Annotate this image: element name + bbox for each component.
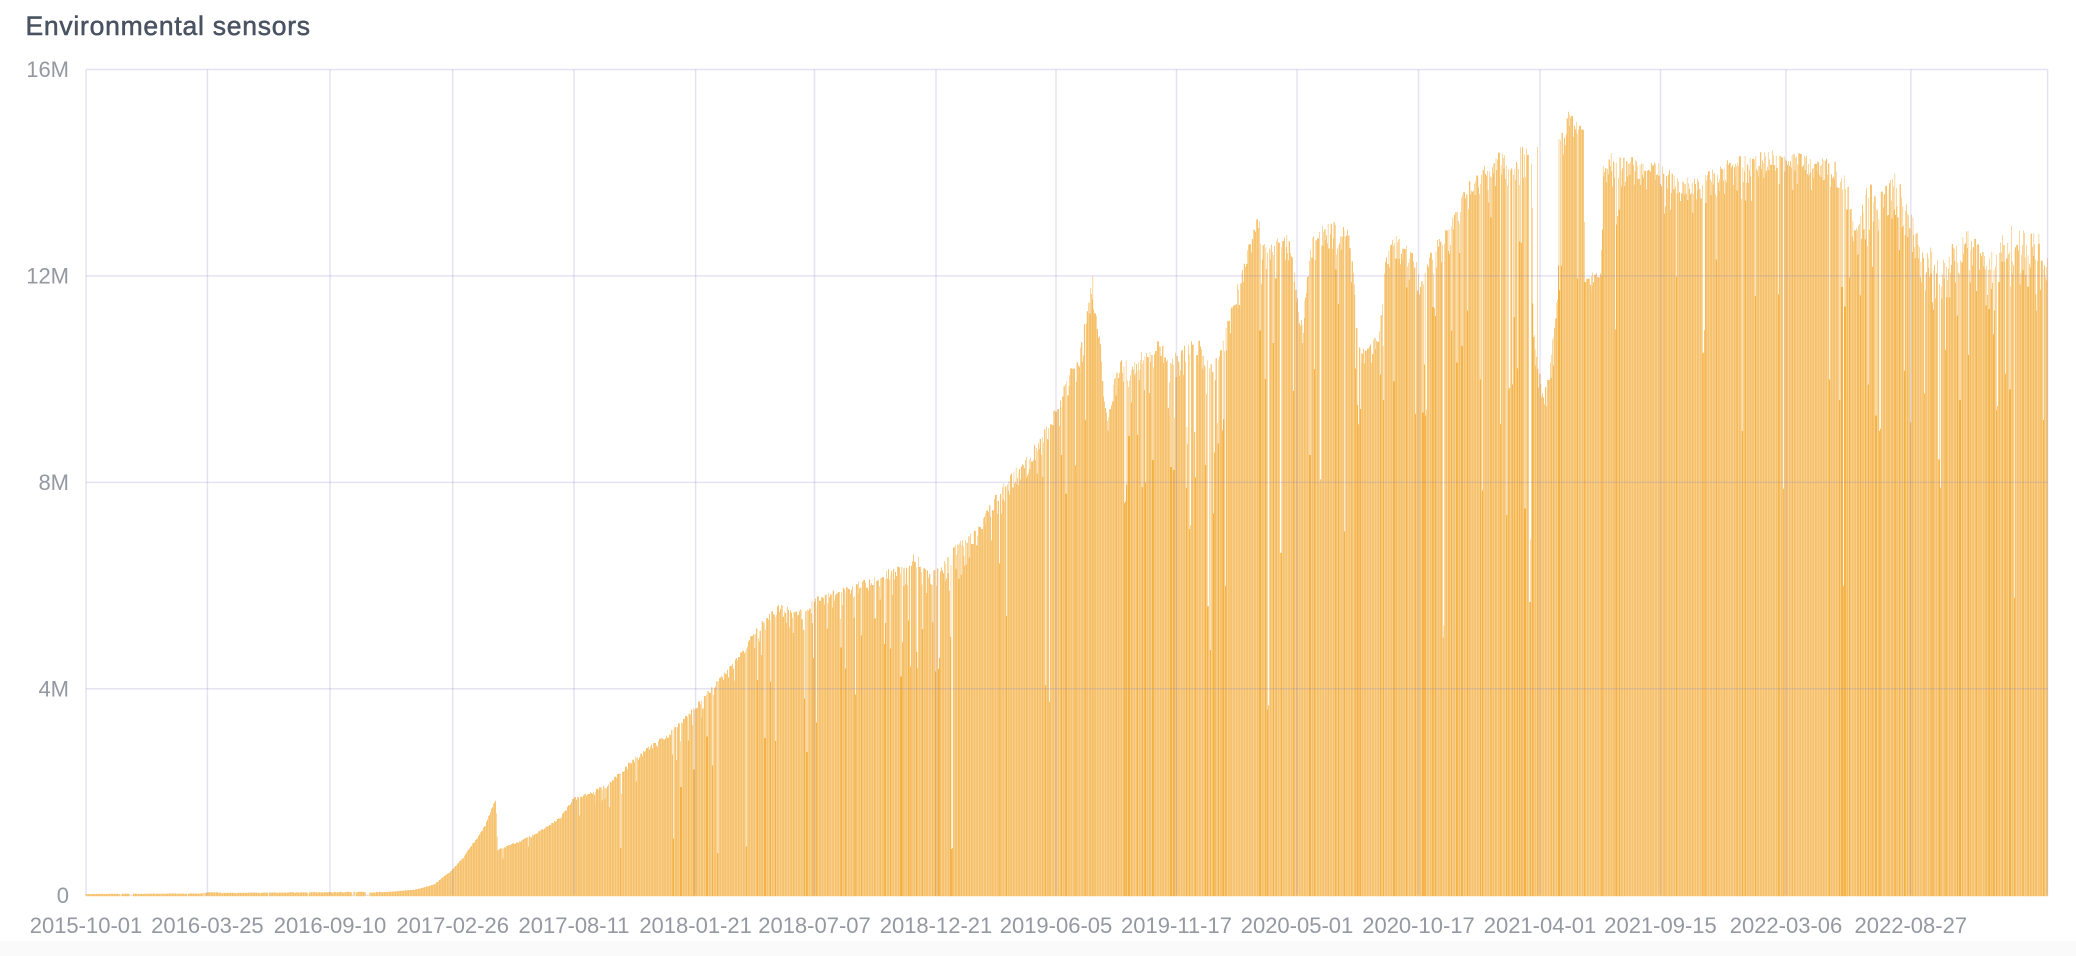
svg-text:2019-11-17: 2019-11-17 bbox=[1121, 913, 1232, 938]
svg-text:2016-03-25: 2016-03-25 bbox=[151, 913, 264, 938]
svg-text:2022-08-27: 2022-08-27 bbox=[1855, 913, 1968, 938]
svg-text:2017-02-26: 2017-02-26 bbox=[396, 913, 509, 938]
svg-text:2020-10-17: 2020-10-17 bbox=[1362, 913, 1475, 938]
svg-text:2018-01-21: 2018-01-21 bbox=[639, 913, 752, 938]
svg-text:Environmental sensors: Environmental sensors bbox=[26, 11, 311, 41]
svg-text:2021-09-15: 2021-09-15 bbox=[1604, 913, 1717, 938]
svg-text:16M: 16M bbox=[26, 57, 69, 82]
svg-text:2017-08-11: 2017-08-11 bbox=[519, 913, 630, 938]
svg-text:2019-06-05: 2019-06-05 bbox=[1000, 913, 1113, 938]
svg-text:2018-12-21: 2018-12-21 bbox=[880, 913, 993, 938]
svg-text:2022-03-06: 2022-03-06 bbox=[1730, 913, 1843, 938]
svg-text:4M: 4M bbox=[38, 676, 69, 701]
svg-text:2020-05-01: 2020-05-01 bbox=[1241, 913, 1354, 938]
svg-text:0: 0 bbox=[57, 883, 69, 908]
svg-text:2018-07-07: 2018-07-07 bbox=[758, 913, 871, 938]
svg-text:2021-04-01: 2021-04-01 bbox=[1484, 913, 1597, 938]
svg-text:12M: 12M bbox=[26, 263, 69, 288]
svg-text:2016-09-10: 2016-09-10 bbox=[274, 913, 387, 938]
svg-text:2015-10-01: 2015-10-01 bbox=[30, 913, 143, 938]
svg-text:8M: 8M bbox=[38, 470, 69, 495]
